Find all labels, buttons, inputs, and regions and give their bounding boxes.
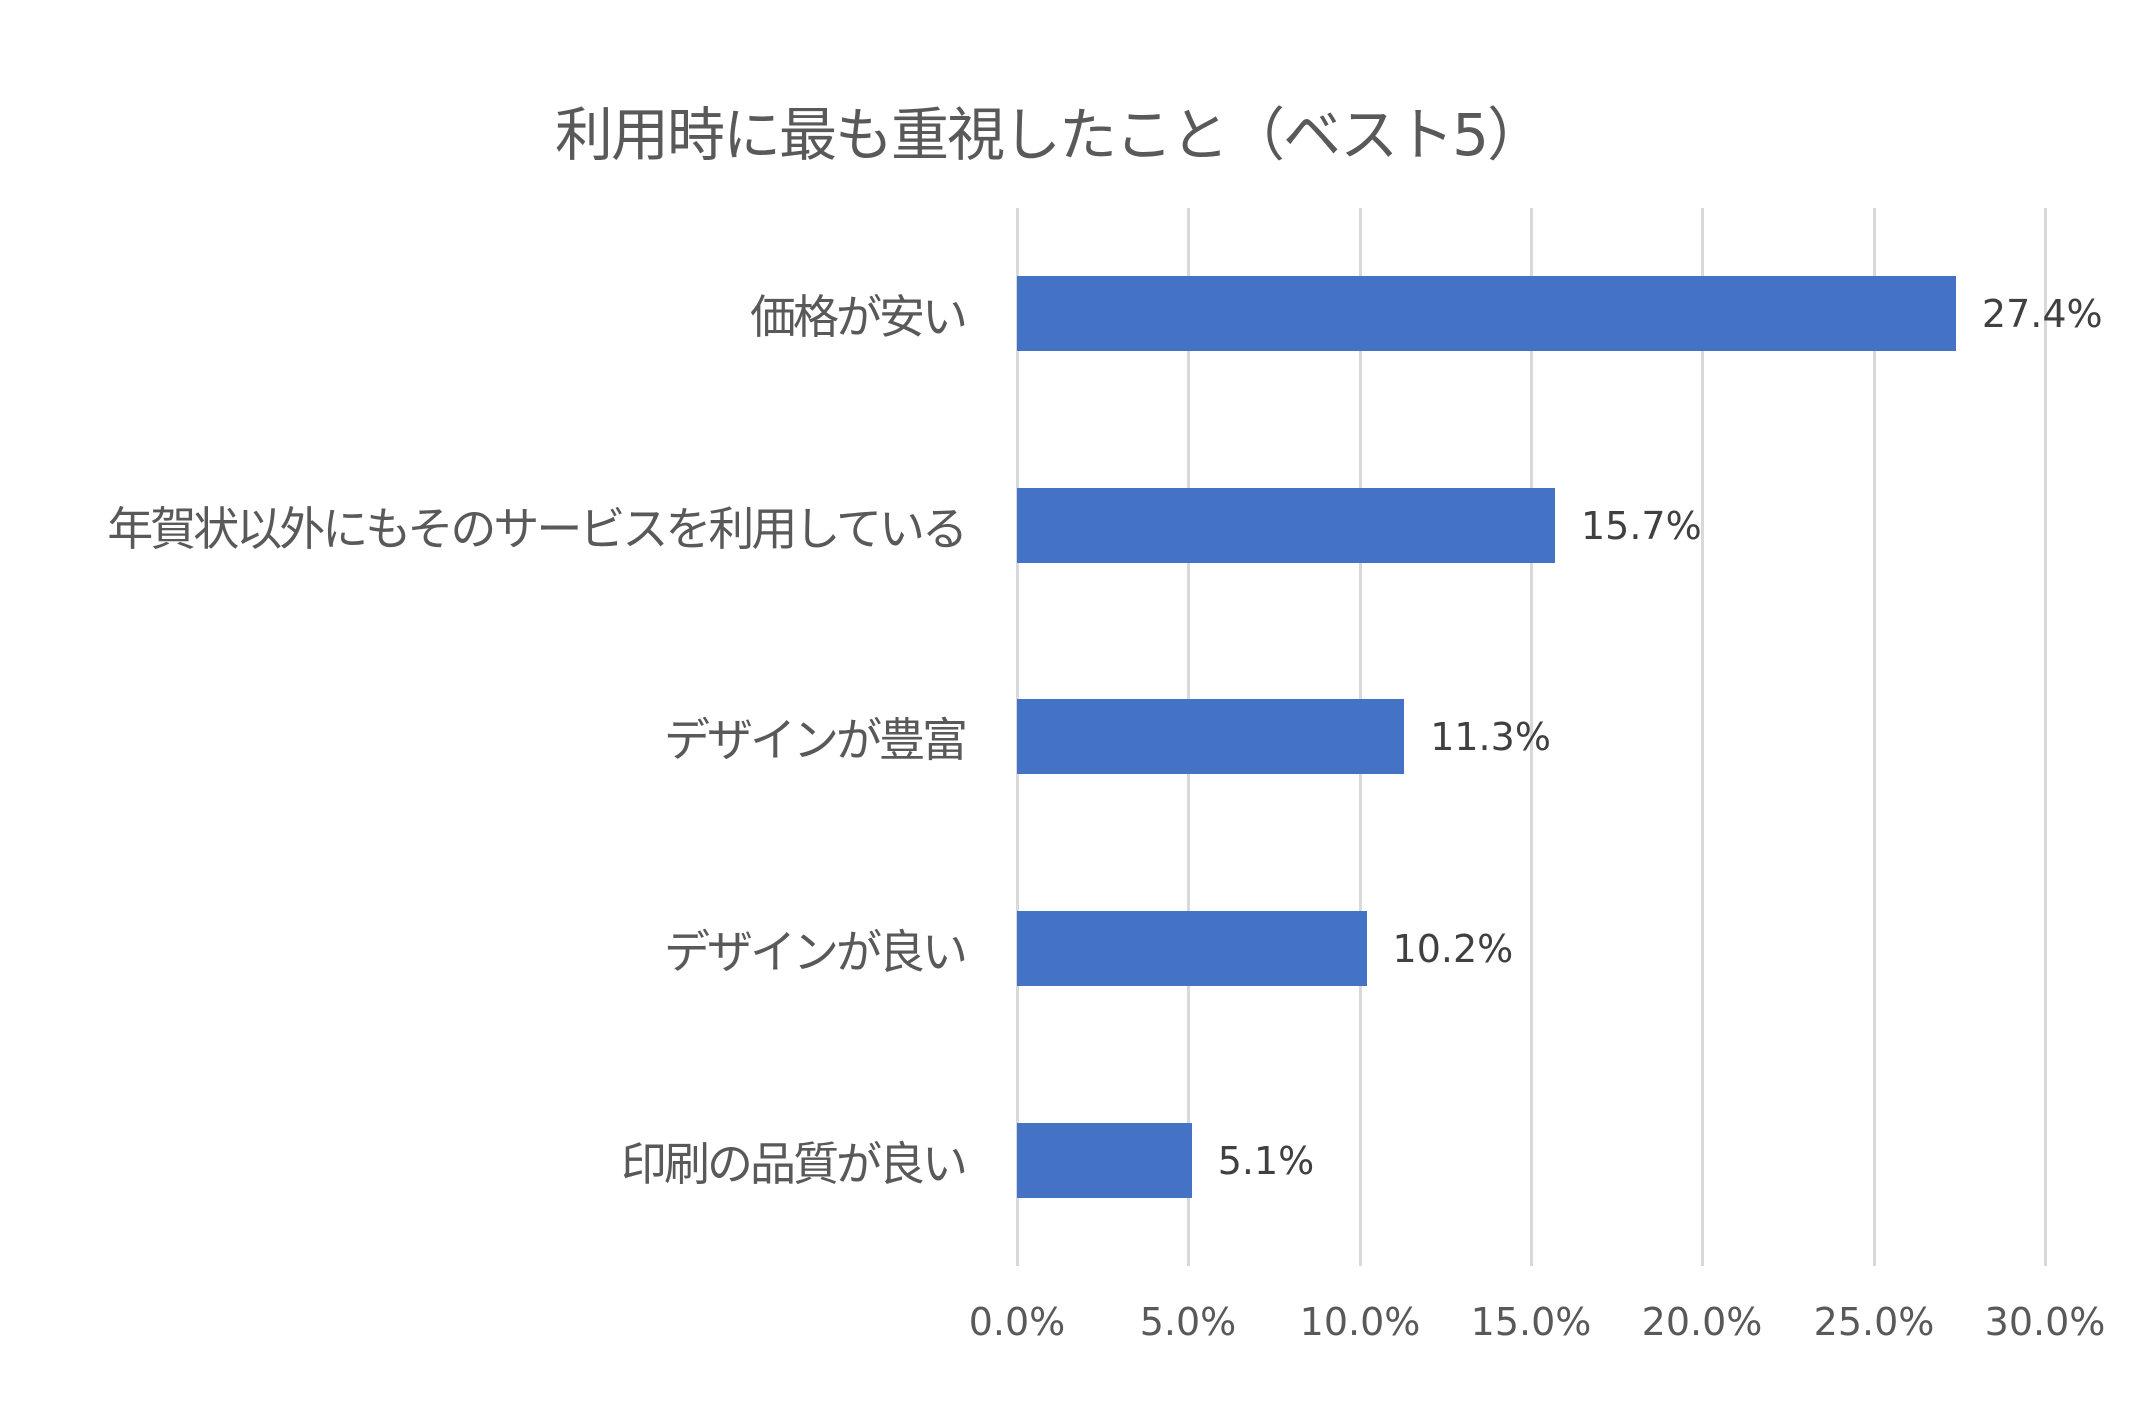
data-label: 27.4%	[1981, 292, 2103, 336]
gridline-20	[1701, 208, 1704, 1266]
data-label: 11.3%	[1430, 715, 1551, 759]
x-tick-label: 15.0%	[1470, 1300, 1592, 1344]
bar[interactable]	[1017, 488, 1555, 563]
chart-title: 利用時に最も重視したこと（ベスト5）	[555, 101, 1545, 169]
x-tick-label: 0.0%	[968, 1300, 1066, 1344]
gridline-15	[1530, 208, 1533, 1266]
x-tick-label: 10.0%	[1299, 1300, 1421, 1344]
x-tick-label: 20.0%	[1641, 1300, 1763, 1344]
data-label: 5.1%	[1217, 1139, 1315, 1183]
bar[interactable]	[1017, 276, 1956, 351]
bar[interactable]	[1017, 1123, 1192, 1198]
category-label: 印刷の品質が良い	[621, 1137, 968, 1191]
category-label: 価格が安い	[750, 290, 968, 344]
gridline-30	[2044, 208, 2047, 1266]
plot-area: 27.4% 15.7% 11.3% 10.2% 5.1%	[1016, 208, 2103, 1266]
bar[interactable]	[1017, 699, 1405, 774]
data-label: 15.7%	[1580, 504, 1702, 548]
category-label: 年賀状以外にもそのサービスを利用している	[107, 502, 968, 556]
category-label: デザインが豊富	[664, 713, 968, 767]
x-tick-label: 25.0%	[1813, 1300, 1935, 1344]
x-tick-label: 5.0%	[1139, 1300, 1237, 1344]
bar[interactable]	[1017, 911, 1367, 986]
data-label: 10.2%	[1392, 927, 1514, 971]
category-label: デザインが良い	[664, 925, 968, 979]
x-tick-label: 30.0%	[1984, 1300, 2106, 1344]
gridline-25	[1873, 208, 1876, 1266]
